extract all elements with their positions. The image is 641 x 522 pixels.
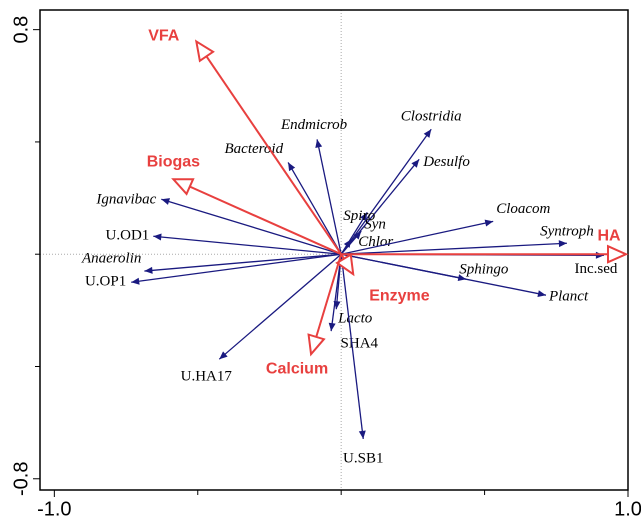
arrow-head [328, 322, 336, 332]
species-label: Lacto [337, 311, 373, 327]
arrow-head [161, 198, 171, 205]
arrow-head [358, 430, 366, 439]
arrow-head [558, 240, 567, 248]
environment-label: Calcium [266, 360, 328, 377]
species-label: Desulfo [422, 154, 470, 170]
species-label: U.OP1 [85, 274, 126, 290]
environment-label: VFA [148, 28, 180, 45]
arrow-head [194, 39, 215, 63]
species-arrow [341, 242, 567, 255]
arrow-head [606, 244, 629, 264]
x-tick-label: -1.0 [37, 498, 71, 520]
x-tick-label: 1.0 [614, 498, 641, 520]
species-label: Anaerolin [81, 250, 141, 266]
environment-label: HA [597, 227, 621, 244]
arrow-head [595, 251, 604, 259]
species-label: Sphingo [459, 262, 509, 278]
arrow-head [171, 178, 195, 196]
species-label: Inc.sed [574, 261, 617, 277]
arrow-head [484, 219, 494, 227]
arrow-head [333, 300, 341, 310]
arrow-head [423, 129, 432, 138]
species-label: Ignavibac [95, 192, 156, 208]
species-arrow [316, 139, 342, 255]
species-label: U.HA17 [181, 369, 233, 385]
species-arrow [287, 162, 342, 255]
environment-label: Enzyme [369, 287, 430, 304]
species-arrow [341, 220, 494, 255]
species-arrow [340, 254, 364, 439]
species-arrow [218, 253, 342, 360]
arrow-head [315, 139, 323, 148]
species-label: SHA4 [341, 336, 379, 352]
arrow-head [307, 333, 326, 357]
species-arrow [341, 253, 547, 296]
plot-frame [39, 9, 629, 491]
species-label: Cloacom [496, 201, 550, 217]
species-arrow [340, 128, 432, 255]
environment-arrow [172, 178, 342, 256]
species-arrow [161, 198, 342, 255]
arrow-head [343, 239, 352, 248]
species-label: U.OD1 [106, 228, 150, 244]
arrow-head [353, 231, 362, 240]
species-arrow [131, 253, 342, 283]
arrow-head [219, 351, 228, 360]
species-label: Syntroph [540, 224, 594, 240]
species-arrow [144, 253, 342, 272]
arrow-head [411, 159, 420, 168]
arrow-head [360, 212, 368, 222]
environment-arrow [195, 40, 342, 255]
species-label: Clostridia [401, 109, 462, 125]
species-label: Spiro [343, 208, 375, 224]
species-arrow [153, 235, 342, 255]
arrow-head [144, 266, 153, 274]
arrow-head [537, 290, 546, 298]
species-label: Syn [364, 217, 386, 233]
species-label: Chlor [358, 234, 393, 250]
species-label: Planct [548, 289, 589, 305]
arrow-head [153, 233, 162, 241]
arrow-head [288, 162, 296, 172]
species-label: U.SB1 [343, 450, 383, 466]
y-tick-label: -0.8 [10, 462, 32, 496]
y-tick-label: 0.8 [10, 16, 32, 44]
arrow-head [131, 277, 140, 285]
arrow-head [335, 252, 355, 277]
species-label: Bacteroid [225, 141, 284, 157]
species-label: Endmicrob [280, 117, 348, 133]
environment-label: Biogas [147, 153, 200, 170]
